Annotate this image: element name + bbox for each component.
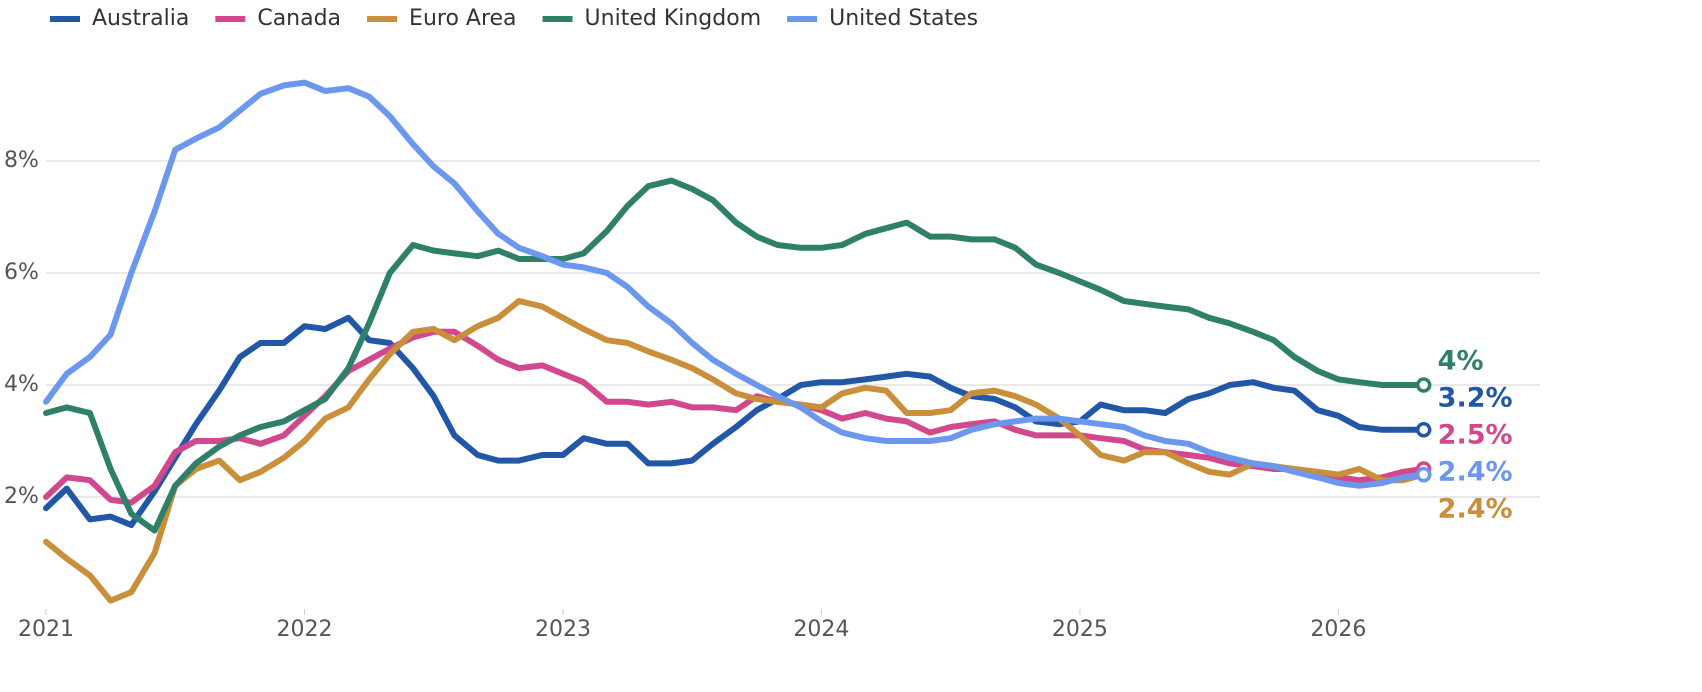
end-label: 3.2% bbox=[1438, 383, 1513, 414]
x-tick-label: 2022 bbox=[276, 617, 332, 642]
end-label: 2.4% bbox=[1438, 457, 1513, 488]
series-line bbox=[43, 328, 1427, 506]
series-line bbox=[43, 79, 1427, 489]
y-tick-label: 2% bbox=[4, 484, 39, 509]
x-tick-label: 2024 bbox=[793, 617, 849, 642]
x-tick-label: 2025 bbox=[1052, 617, 1108, 642]
end-label: 2.5% bbox=[1438, 420, 1513, 451]
end-marker bbox=[1415, 466, 1432, 483]
legend-label: Canada bbox=[257, 6, 341, 31]
series-line bbox=[43, 177, 1427, 534]
y-tick-label: 4% bbox=[4, 372, 39, 397]
end-label: 2.4% bbox=[1438, 494, 1513, 525]
legend-label: United States bbox=[829, 6, 978, 31]
series-line bbox=[43, 298, 1427, 604]
x-tick-label: 2026 bbox=[1310, 617, 1366, 642]
y-tick-label: 6% bbox=[4, 260, 39, 285]
series-line bbox=[43, 314, 1427, 528]
legend-label: Euro Area bbox=[409, 6, 517, 31]
legend: Australia Canada Euro Area United Kingdom Un… bbox=[50, 6, 978, 31]
x-tick-label: 2023 bbox=[535, 617, 591, 642]
x-tick-label: 2021 bbox=[18, 617, 74, 642]
y-tick-label: 8% bbox=[4, 148, 39, 173]
end-marker bbox=[1415, 377, 1432, 393]
end-label: 4% bbox=[1438, 346, 1484, 377]
legend-label: Australia bbox=[92, 6, 189, 31]
end-marker bbox=[1415, 422, 1432, 438]
legend-label: United Kingdom bbox=[585, 6, 762, 31]
